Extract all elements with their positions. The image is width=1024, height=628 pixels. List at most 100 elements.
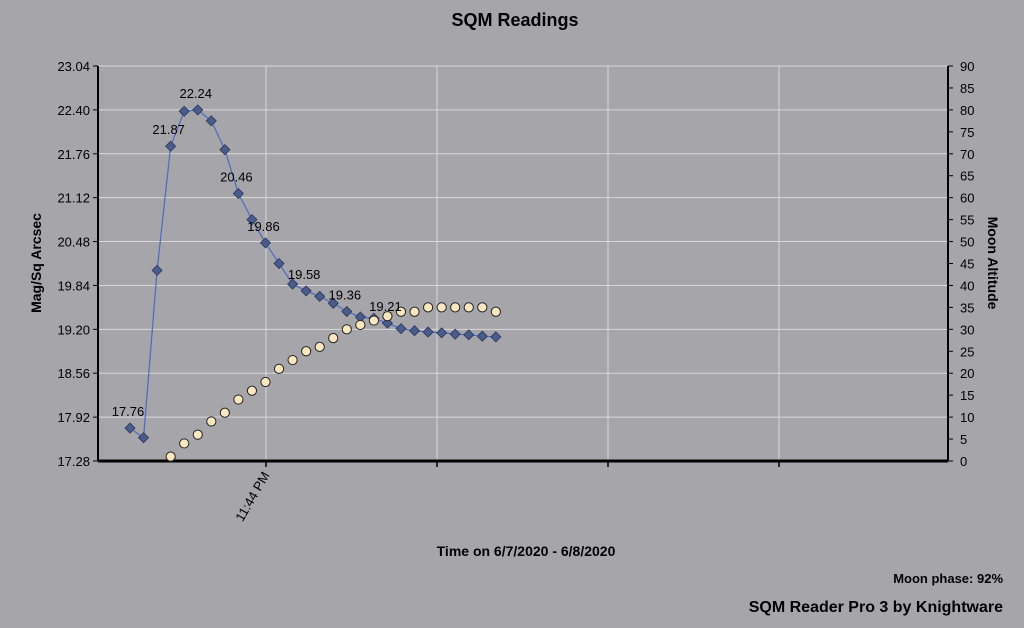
right-tick-label: 20 bbox=[960, 366, 974, 381]
y-axis-label: Mag/Sq Arcsec bbox=[28, 213, 44, 313]
right-tick-label: 15 bbox=[960, 388, 974, 403]
right-tick-label: 90 bbox=[960, 59, 974, 74]
moon-altitude-point bbox=[395, 306, 407, 317]
moon-altitude-point bbox=[314, 341, 325, 352]
sqm-point bbox=[476, 330, 488, 342]
sqm-point bbox=[246, 214, 258, 226]
x-tick-label: 11:44 PM bbox=[232, 469, 272, 524]
right-tick-label: 0 bbox=[960, 454, 967, 469]
right-tick-label: 25 bbox=[960, 344, 974, 359]
moon-altitude-point bbox=[490, 306, 501, 317]
sqm-point bbox=[192, 104, 204, 116]
sqm-point bbox=[314, 290, 326, 302]
sqm-line bbox=[129, 109, 496, 439]
left-tick-label: 22.40 bbox=[57, 103, 90, 118]
moon-altitude-point bbox=[477, 302, 488, 313]
right-tick-label: 85 bbox=[960, 81, 974, 96]
left-tick-label: 23.04 bbox=[57, 59, 90, 74]
sqm-point bbox=[422, 326, 434, 338]
moon-altitude-point bbox=[192, 429, 203, 440]
moon-altitude-point bbox=[219, 407, 230, 418]
data-label: 22.24 bbox=[179, 86, 212, 101]
right-axis-ticks: 0 5 10 15 20 25 30 35 40 45 50 55 60 65 70 75 80 85 90 bbox=[948, 59, 974, 469]
sqm-point bbox=[341, 305, 353, 318]
right-tick-label: 40 bbox=[960, 278, 974, 293]
moon-altitude-point bbox=[368, 315, 379, 326]
sqm-point bbox=[327, 297, 339, 309]
moon-altitude-point bbox=[179, 438, 190, 449]
data-label: 19.21 bbox=[369, 299, 402, 314]
moon-altitude-point bbox=[450, 302, 461, 313]
moon-altitude-point bbox=[409, 306, 420, 317]
moon-altitude-point bbox=[165, 451, 176, 462]
moon-altitude-point bbox=[328, 333, 339, 344]
sqm-point bbox=[124, 422, 136, 434]
sqm-point bbox=[205, 115, 217, 127]
right-tick-label: 50 bbox=[960, 235, 974, 250]
moon-altitude-point bbox=[355, 319, 366, 331]
moon-altitude-point bbox=[287, 354, 298, 366]
data-labels: 17.76 21.87 22.24 20.46 19.86 19.58 19.36 19.21 bbox=[112, 86, 402, 419]
moon-altitude-point bbox=[463, 302, 474, 313]
right-tick-label: 35 bbox=[960, 300, 974, 315]
moon-altitude-point bbox=[260, 376, 271, 388]
sqm-point bbox=[490, 331, 502, 343]
series-sqm bbox=[124, 104, 502, 444]
sqm-point bbox=[178, 105, 190, 117]
moon-altitude-point bbox=[341, 324, 352, 335]
sqm-point bbox=[287, 278, 299, 290]
left-tick-label: 17.92 bbox=[57, 410, 90, 425]
moon-altitude-point bbox=[301, 346, 312, 357]
left-axis-ticks: 17.28 17.92 18.56 19.20 19.84 20.48 21.12 21.76… bbox=[57, 59, 98, 469]
data-label: 19.58 bbox=[288, 267, 321, 282]
moon-altitude-point bbox=[246, 385, 258, 396]
sqm-point bbox=[137, 432, 150, 444]
left-tick-label: 19.84 bbox=[57, 278, 90, 293]
left-tick-label: 20.48 bbox=[57, 235, 90, 250]
data-label: 20.46 bbox=[220, 170, 253, 185]
data-label: 17.76 bbox=[112, 404, 145, 419]
moon-phase: Moon phase: 92% bbox=[893, 571, 1003, 586]
sqm-point bbox=[232, 187, 244, 200]
left-tick-label: 21.76 bbox=[57, 147, 90, 162]
left-tick-label: 19.20 bbox=[57, 322, 90, 337]
left-tick-label: 21.12 bbox=[57, 191, 90, 206]
right-tick-label: 5 bbox=[960, 432, 967, 447]
x-axis-label: Time on 6/7/2020 - 6/8/2020 bbox=[437, 543, 616, 559]
sqm-point bbox=[449, 328, 461, 340]
moon-altitude-point bbox=[206, 416, 217, 427]
sqm-point bbox=[219, 144, 231, 156]
sqm-point bbox=[395, 323, 407, 335]
sqm-point bbox=[151, 264, 163, 276]
sqm-point bbox=[408, 325, 421, 337]
sqm-point bbox=[463, 329, 475, 341]
sqm-point bbox=[165, 140, 177, 152]
right-tick-label: 80 bbox=[960, 103, 974, 118]
sqm-point bbox=[273, 257, 285, 270]
moon-altitude-point bbox=[382, 311, 393, 322]
x-axis-ticks: 11:44 PM bbox=[232, 461, 780, 524]
right-tick-label: 55 bbox=[960, 213, 974, 228]
app-credit: SQM Reader Pro 3 by Knightware bbox=[749, 599, 1003, 616]
plot-background bbox=[98, 66, 948, 461]
sqm-point bbox=[259, 237, 272, 249]
left-tick-label: 17.28 bbox=[57, 454, 90, 469]
data-label: 21.87 bbox=[152, 122, 185, 137]
sqm-point bbox=[436, 327, 448, 339]
y2-axis-label: Moon Altitude bbox=[985, 217, 1001, 310]
moon-altitude-point bbox=[273, 363, 285, 374]
data-label: 19.36 bbox=[329, 288, 362, 303]
moon-altitude-point bbox=[423, 302, 434, 313]
right-tick-label: 70 bbox=[960, 147, 974, 162]
sqm-point bbox=[300, 285, 312, 297]
data-label: 19.86 bbox=[247, 219, 280, 234]
sqm-point bbox=[381, 317, 394, 329]
series-moon-altitude bbox=[165, 302, 501, 462]
right-tick-label: 65 bbox=[960, 169, 974, 184]
plot-area: 17.28 17.92 18.56 19.20 19.84 20.48 21.12 21.76… bbox=[57, 59, 974, 524]
right-tick-label: 10 bbox=[960, 410, 974, 425]
right-tick-label: 45 bbox=[960, 257, 974, 272]
left-tick-label: 18.56 bbox=[57, 366, 90, 381]
right-tick-label: 30 bbox=[960, 322, 974, 337]
